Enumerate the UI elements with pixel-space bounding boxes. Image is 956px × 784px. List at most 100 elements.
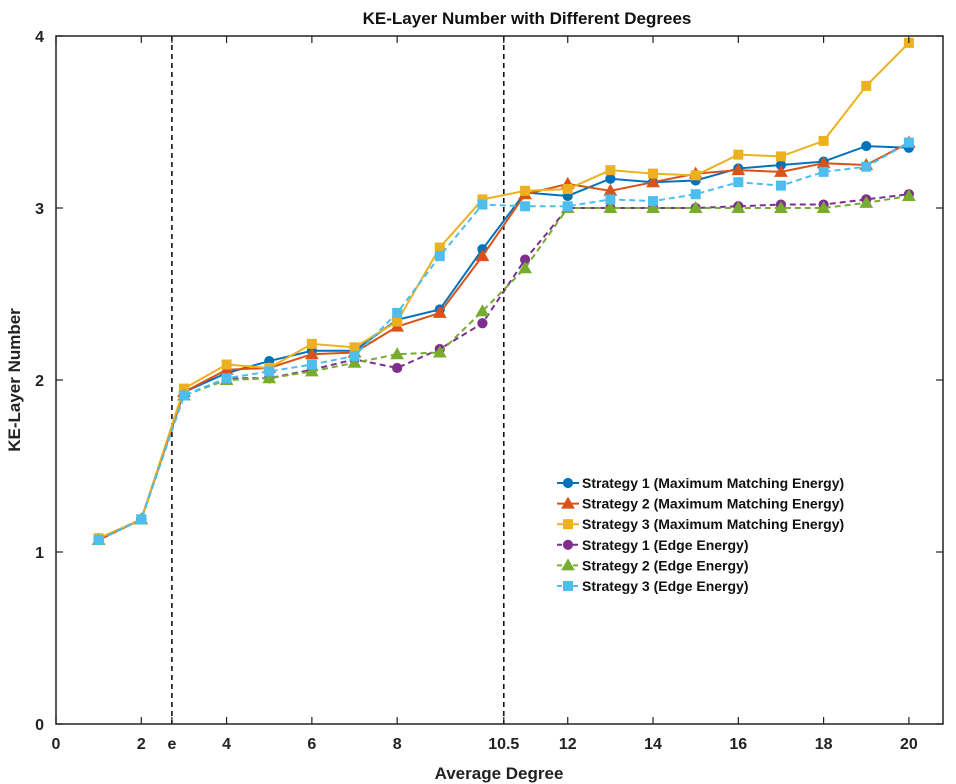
x-tick-label: 18	[815, 736, 833, 753]
data-point	[690, 189, 701, 200]
legend-label: Strategy 3 (Edge Energy)	[582, 578, 749, 594]
data-point	[816, 200, 831, 213]
data-point	[477, 199, 488, 210]
data-point	[520, 185, 531, 196]
legend-item-4: Strategy 1 (Edge Energy)	[557, 537, 749, 553]
data-point	[434, 242, 445, 253]
data-point	[818, 135, 829, 146]
data-point	[733, 177, 744, 188]
chart-title: KE-Layer Number with Different Degrees	[363, 9, 692, 28]
data-point	[731, 200, 746, 213]
x-tick-label: 10.5	[488, 736, 519, 753]
x-tick-label: 6	[307, 736, 316, 753]
data-point	[221, 373, 232, 384]
data-point	[605, 165, 616, 176]
data-point	[178, 390, 189, 401]
series-line	[98, 141, 910, 541]
data-point	[392, 362, 403, 374]
series-6	[93, 137, 914, 545]
data-point	[861, 80, 872, 91]
data-point	[690, 170, 701, 181]
x-tick-label: 2	[137, 736, 146, 753]
data-point	[861, 140, 872, 152]
legend-marker	[562, 477, 574, 489]
data-point	[475, 304, 490, 317]
data-point	[605, 173, 616, 184]
y-tick-label: 4	[35, 29, 44, 46]
data-point	[603, 200, 618, 213]
data-point	[264, 366, 275, 377]
y-axis-title: KE-Layer Number	[5, 308, 24, 452]
data-point	[349, 342, 360, 353]
legend: Strategy 1 (Maximum Matching Energy) Stra…	[557, 475, 844, 594]
data-point	[136, 514, 147, 525]
data-point	[774, 164, 788, 177]
data-point	[434, 251, 445, 262]
legend-marker	[561, 496, 575, 509]
data-point	[306, 359, 317, 370]
data-point	[902, 188, 916, 201]
series-line	[98, 145, 909, 541]
data-point	[648, 168, 659, 179]
legend-item-5: Strategy 2 (Edge Energy)	[557, 557, 749, 573]
data-point	[305, 364, 319, 377]
data-point	[520, 201, 531, 212]
series-line	[98, 141, 910, 541]
data-point	[605, 194, 616, 205]
data-point	[392, 307, 403, 318]
data-point	[646, 175, 660, 188]
series-line	[98, 194, 910, 541]
data-point	[347, 355, 362, 368]
x-tick-label: 4	[222, 736, 231, 753]
data-point	[349, 350, 360, 361]
y-tick-label: 2	[35, 373, 44, 390]
series-line	[98, 42, 910, 540]
legend-label: Strategy 1 (Edge Energy)	[582, 537, 749, 553]
legend-marker	[561, 558, 575, 571]
data-point	[221, 359, 232, 370]
legend-item-6: Strategy 3 (Edge Energy)	[557, 578, 749, 594]
data-point	[262, 371, 277, 384]
x-tick-label: 0	[52, 736, 61, 753]
data-point	[477, 318, 488, 329]
y-tick-label: 3	[35, 201, 44, 218]
reference-lines	[171, 36, 505, 724]
data-point	[859, 195, 874, 208]
y-tick-label: 0	[35, 717, 44, 734]
data-point	[93, 534, 104, 545]
legend-item-3: Strategy 3 (Maximum Matching Energy)	[557, 516, 844, 532]
data-point	[775, 180, 786, 191]
legend-label: Strategy 3 (Maximum Matching Energy)	[582, 516, 844, 532]
data-point	[518, 261, 532, 274]
data-point	[392, 316, 403, 327]
x-tick-label: e	[167, 736, 176, 753]
data-point	[731, 163, 746, 176]
legend-marker	[562, 539, 574, 550]
x-tick-label: 20	[900, 736, 918, 753]
data-point	[648, 196, 659, 207]
data-point	[861, 161, 872, 172]
legend-label: Strategy 2 (Edge Energy)	[582, 557, 749, 573]
data-point	[475, 249, 490, 262]
x-axis-title: Average Degree	[435, 764, 564, 783]
data-point	[733, 149, 744, 160]
data-point	[775, 151, 786, 162]
x-tick-label: 8	[393, 736, 402, 753]
legend-marker	[563, 519, 573, 530]
x-tick-label: 16	[729, 736, 747, 753]
data-point	[562, 201, 573, 212]
legend-item-2: Strategy 2 (Maximum Matching Energy)	[557, 496, 844, 512]
data-point	[305, 347, 319, 360]
legend-label: Strategy 1 (Maximum Matching Energy)	[582, 475, 844, 491]
data-point	[562, 184, 573, 195]
data-point	[818, 166, 829, 177]
data-point	[774, 200, 788, 213]
data-point	[646, 200, 660, 213]
series-line	[98, 193, 910, 541]
y-tick-label: 1	[35, 545, 44, 562]
data-point	[432, 305, 447, 318]
